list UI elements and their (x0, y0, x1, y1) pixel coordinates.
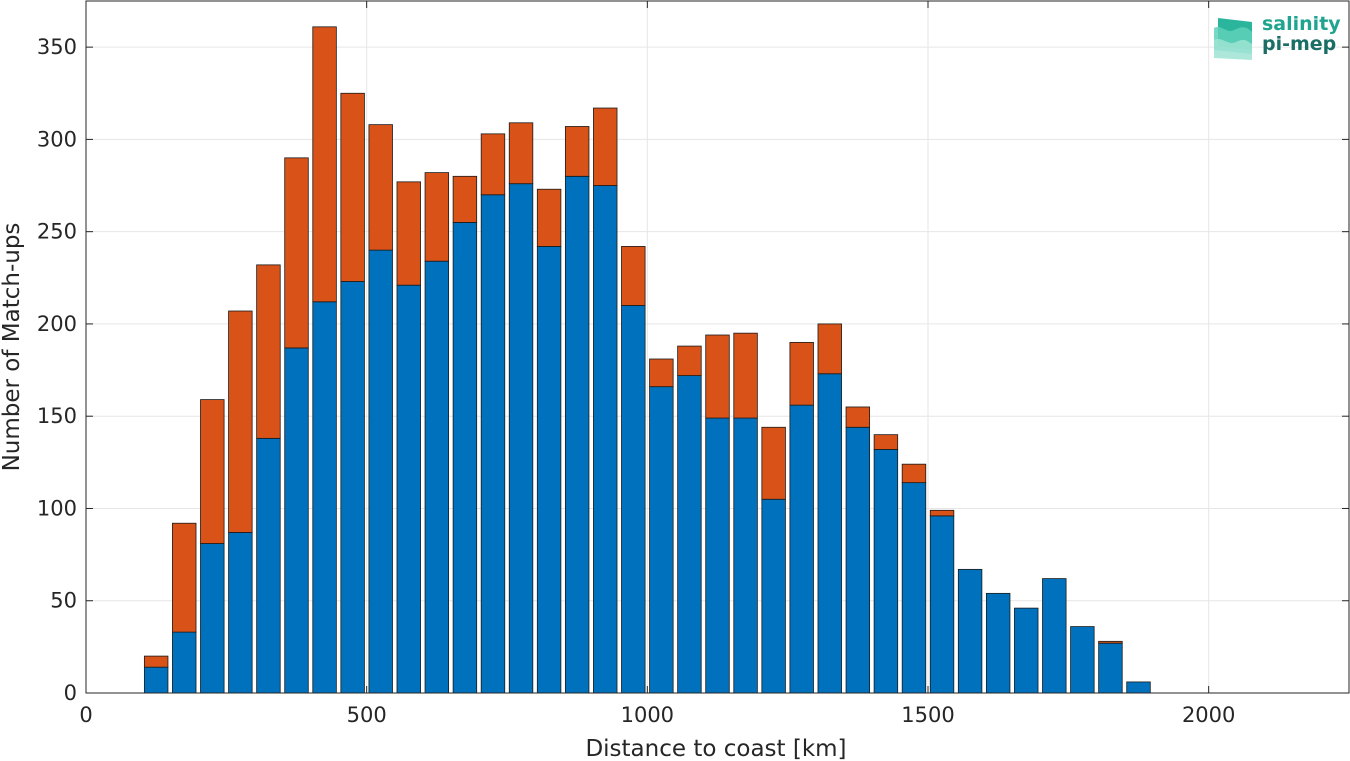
x-tick-label: 2000 (1182, 703, 1235, 727)
bar-segment-blue (256, 437, 281, 694)
x-tick-label: 500 (347, 703, 387, 727)
bar-segment-orange (929, 509, 955, 517)
bar-segment-blue (312, 301, 337, 694)
bar-segment-blue (929, 515, 955, 694)
bar-segment-orange (705, 334, 730, 419)
bar-segment-blue (228, 532, 253, 694)
bar-segment-orange (143, 655, 169, 668)
bar-segment-orange (649, 358, 674, 388)
x-axis-title: Distance to coast [km] (585, 736, 846, 761)
bar-segment-blue (985, 592, 1011, 694)
bar-segment-orange (172, 522, 197, 633)
salinity-pi-mep-logo: salinity pi-mep (1212, 12, 1342, 66)
x-tick-label: 1000 (621, 703, 674, 727)
bar-segment-blue (143, 666, 169, 694)
y-tick-label: 300 (37, 127, 77, 151)
bar-segment-orange (817, 323, 842, 375)
y-ticks: 0 50 100 150 200 250 300 350 (37, 35, 1349, 705)
y-tick-label: 100 (37, 496, 77, 520)
bar-segment-blue (705, 417, 730, 694)
bar-segment-orange (508, 122, 534, 185)
bar-segment-orange (228, 310, 253, 533)
bar-segment-blue (1042, 578, 1067, 694)
y-tick-label: 200 (37, 312, 77, 336)
bar-segment-orange (424, 172, 450, 262)
bar-segment-blue (733, 417, 758, 694)
bar-segment-blue (284, 347, 309, 694)
bar-segment-blue (845, 426, 871, 694)
plot-frame (85, 0, 1350, 694)
bar-segment-orange (1098, 640, 1123, 644)
bar-segment-blue (340, 281, 365, 694)
y-tick-label: 250 (37, 220, 77, 244)
logo-line-2: pi-mep (1262, 33, 1337, 55)
bar-segment-blue (396, 284, 421, 694)
bar-segment-orange (789, 341, 814, 406)
bar-segment-orange (340, 92, 365, 282)
bar-segment-orange (368, 124, 393, 251)
bar-segment-orange (677, 345, 702, 377)
bar-segment-orange (536, 188, 562, 247)
bar-segment-orange (312, 26, 337, 303)
bar-segment-blue (789, 404, 814, 694)
bar-segment-blue (452, 222, 478, 694)
bar-segment-blue (536, 246, 562, 694)
bar-segment-blue (1126, 681, 1151, 694)
bars (143, 26, 1151, 694)
bar-segment-orange (733, 332, 758, 419)
y-tick-label: 150 (37, 404, 77, 428)
bar-segment-orange (593, 107, 618, 186)
bar-segment-blue (677, 375, 702, 694)
bar-segment-orange (761, 426, 786, 500)
bar-segment-blue (649, 386, 674, 694)
bar-segment-orange (845, 406, 871, 428)
wave-logo-icon (1214, 18, 1252, 60)
bar-segment-orange (200, 399, 225, 544)
y-tick-label: 0 (64, 681, 77, 705)
bar-segment-orange (396, 181, 421, 286)
bar-segment-blue (1014, 607, 1039, 694)
bar-segment-blue (761, 498, 786, 694)
bar-segment-blue (564, 175, 590, 694)
bar-segment-blue (901, 482, 927, 694)
bar-segment-orange (284, 157, 309, 349)
bar-segment-blue (621, 305, 646, 694)
bar-segment-blue (1098, 642, 1123, 694)
bar-segment-blue (508, 183, 534, 694)
x-tick-label: 1500 (901, 703, 954, 727)
bar-segment-blue (1070, 626, 1095, 694)
y-axis-title: Number of Match-ups (0, 223, 25, 472)
bar-segment-blue (172, 631, 197, 694)
bar-segment-blue (593, 185, 618, 694)
bar-segment-orange (621, 246, 646, 306)
bar-segment-orange (901, 463, 927, 484)
x-tick-label: 0 (79, 703, 92, 727)
bar-segment-blue (480, 194, 506, 694)
bar-segment-orange (564, 126, 590, 177)
bar-segment-orange (480, 133, 506, 196)
bar-segment-blue (200, 543, 225, 694)
bar-segment-orange (256, 264, 281, 439)
bar-segment-blue (368, 249, 393, 694)
bar-segment-blue (817, 373, 842, 694)
bar-segment-blue (424, 260, 450, 694)
x-ticks: 0 500 1000 1500 2000 (79, 1, 1235, 727)
y-tick-label: 350 (37, 35, 77, 59)
logo-line-1: salinity (1262, 13, 1341, 35)
bar-segment-blue (873, 449, 899, 694)
bar-segment-orange (873, 434, 899, 450)
bar-segment-blue (957, 568, 983, 694)
y-tick-label: 50 (50, 589, 77, 613)
bar-segment-orange (452, 175, 478, 223)
